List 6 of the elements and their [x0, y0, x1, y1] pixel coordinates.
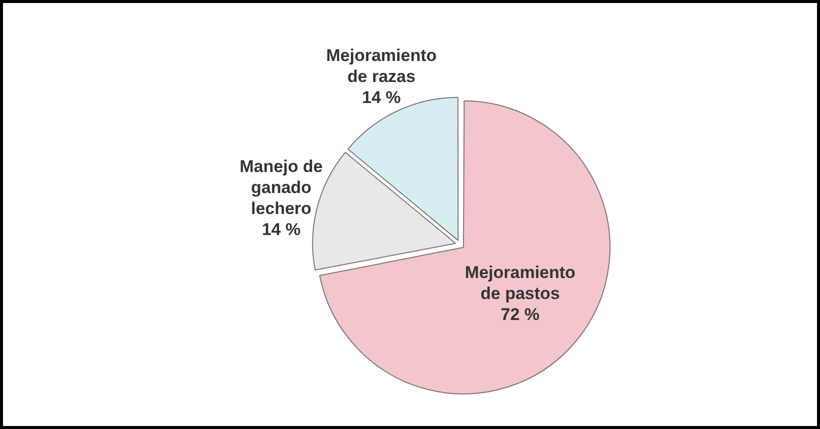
data-label: 72 %	[500, 304, 540, 324]
slice-label: Mejoramiento de razas	[326, 46, 437, 86]
slice-label: Mejoramiento de pastos	[464, 262, 576, 303]
data-label: 14 %	[262, 220, 301, 239]
data-label: 14 %	[362, 88, 401, 108]
slice-label: Manejo de ganado lechero	[240, 156, 323, 218]
